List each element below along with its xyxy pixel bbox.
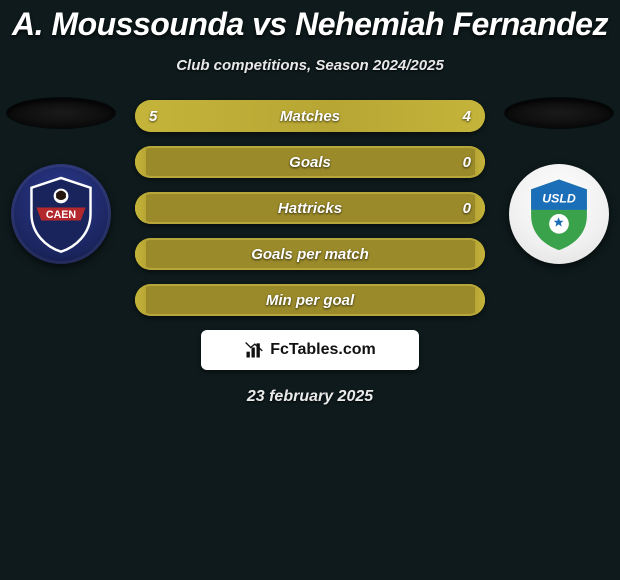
comparison-arena: CAEN USLD Matches54Goals0Hattricks0Goals… xyxy=(0,98,620,316)
stat-row: Goals0 xyxy=(135,146,485,178)
brand-box[interactable]: FcTables.com xyxy=(201,330,419,370)
club-crest-right: USLD xyxy=(509,164,609,264)
player-right-slot: USLD xyxy=(504,98,614,264)
stat-label: Hattricks xyxy=(135,192,485,224)
page-subtitle: Club competitions, Season 2024/2025 xyxy=(0,57,620,74)
stat-row: Min per goal xyxy=(135,284,485,316)
stat-row: Hattricks0 xyxy=(135,192,485,224)
stat-value-right: 0 xyxy=(463,192,471,224)
club-crest-left: CAEN xyxy=(11,164,111,264)
shadow-ellipse-left xyxy=(7,98,115,128)
shield-icon: USLD xyxy=(518,173,600,255)
stat-rows: Matches54Goals0Hattricks0Goals per match… xyxy=(135,98,485,316)
page-title: A. Moussounda vs Nehemiah Fernandez xyxy=(0,0,620,43)
bar-chart-icon xyxy=(244,340,264,360)
stat-value-right: 0 xyxy=(463,146,471,178)
stat-label: Min per goal xyxy=(135,284,485,316)
stat-label: Matches xyxy=(135,100,485,132)
stat-value-left: 5 xyxy=(149,100,157,132)
stat-label: Goals per match xyxy=(135,238,485,270)
shadow-ellipse-right xyxy=(505,98,613,128)
crest-right-label: USLD xyxy=(542,192,576,206)
stat-row: Matches5 4 xyxy=(135,100,485,132)
shield-icon: CAEN xyxy=(20,173,102,255)
crest-left-label: CAEN xyxy=(46,209,76,221)
brand-text: FcTables.com xyxy=(270,341,376,359)
player-left-slot: CAEN xyxy=(6,98,116,264)
stat-row: Goals per match xyxy=(135,238,485,270)
stat-value-right: 4 xyxy=(463,100,471,132)
stat-label: Goals xyxy=(135,146,485,178)
snapshot-date: 23 february 2025 xyxy=(0,388,620,406)
